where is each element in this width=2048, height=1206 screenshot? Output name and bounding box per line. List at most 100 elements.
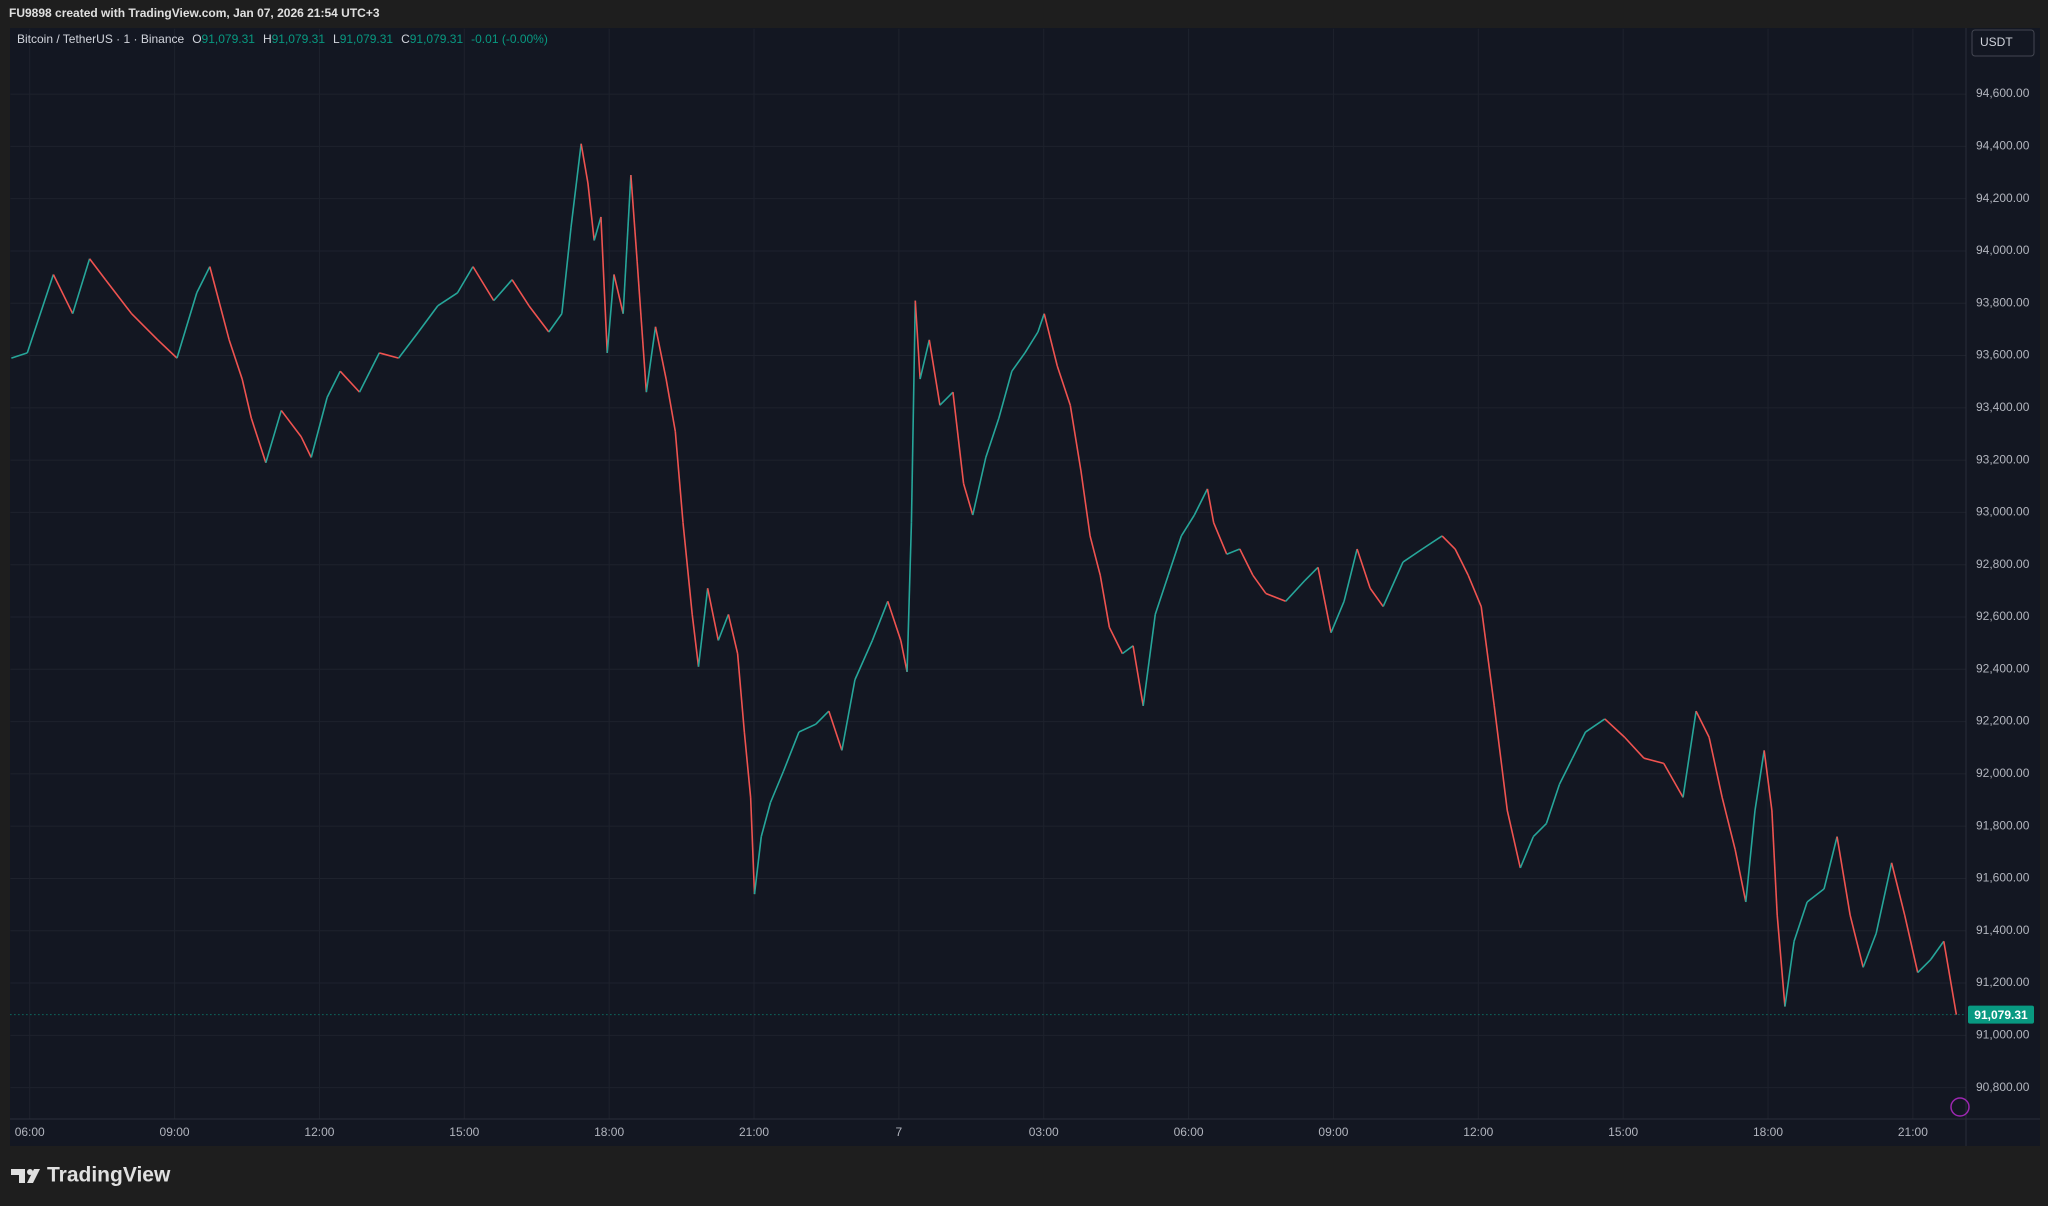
price-segment [228, 339, 243, 380]
x-tick-label: 09:00 [160, 1125, 190, 1139]
price-segment [587, 182, 595, 241]
price-segment [1080, 470, 1091, 537]
price-segment [1823, 836, 1838, 890]
price-segment [580, 143, 589, 184]
axes: 90,800.00 91,000.00 91,200.00 91,400.00 91,6… [15, 86, 2034, 1139]
price-segment [600, 216, 609, 353]
price-segment [1862, 933, 1877, 968]
x-tick-label: 18:00 [594, 1125, 624, 1139]
price-segment [417, 305, 439, 333]
price-segment [674, 431, 684, 523]
x-tick-label: 21:00 [739, 1125, 769, 1139]
price-segment [1069, 405, 1082, 471]
ohlc-value: 91,079.31 [410, 32, 464, 46]
price-segment [1903, 914, 1919, 973]
price-segment [71, 258, 91, 314]
last-price-badge [1968, 1005, 2034, 1024]
replay-icon[interactable] [1950, 1097, 1970, 1117]
price-segment [952, 392, 965, 484]
price-segment [782, 731, 800, 772]
price-segment [1454, 548, 1469, 576]
plot [10, 143, 1966, 1016]
y-tick-label: 92,200.00 [1976, 714, 2030, 728]
price-segment [1519, 836, 1535, 869]
logo-dot [27, 1169, 33, 1175]
x-tick-label: 15:00 [449, 1125, 479, 1139]
price-segment [998, 371, 1013, 419]
price-segment [1480, 606, 1496, 706]
price-segment [1154, 574, 1170, 615]
price-segment [157, 339, 178, 359]
price-segment [815, 710, 830, 725]
x-tick-label: 06:00 [1174, 1125, 1204, 1139]
price-segment [1545, 784, 1561, 824]
price-segment [1875, 862, 1893, 934]
header-text: FU9898 created with TradingView.com, Jan… [9, 6, 380, 20]
price-segment [1604, 718, 1626, 738]
price-segment [914, 300, 921, 380]
price-segment [511, 279, 530, 307]
currency-label[interactable]: USDT [1980, 35, 2013, 49]
price-segment [682, 522, 694, 615]
price-segment [1317, 567, 1332, 633]
price-segment [962, 483, 974, 516]
price-segment [1763, 750, 1773, 811]
price-segment [1206, 488, 1215, 524]
price-segment [1493, 705, 1509, 811]
price-segment [798, 723, 817, 733]
price-segment [176, 292, 198, 359]
price-segment [630, 175, 638, 262]
x-tick-label: 12:00 [304, 1125, 334, 1139]
price-segment [854, 640, 874, 681]
price-segment [280, 409, 302, 438]
x-tick-label: 21:00 [1898, 1125, 1928, 1139]
price-segment [265, 410, 283, 463]
price-segment [906, 522, 913, 672]
ohlc-key: H [263, 32, 272, 46]
price-segment [841, 679, 856, 751]
price-segment [636, 261, 648, 393]
ohlc-key: C [401, 32, 410, 46]
price-segment [493, 279, 513, 302]
price-segment [727, 614, 739, 654]
price-segment [250, 418, 267, 463]
x-tick-label: 09:00 [1318, 1125, 1348, 1139]
y-tick-label: 92,800.00 [1976, 557, 2030, 571]
price-segment [1252, 574, 1267, 594]
price-segment [1382, 561, 1404, 607]
price-segment [570, 143, 582, 228]
legend: Bitcoin / TetherUS · 1 · Binance O 91,079… [17, 32, 548, 46]
price-segment [1265, 592, 1286, 603]
price-segment [437, 292, 458, 307]
price-segment [1212, 522, 1228, 555]
price-segment [900, 640, 908, 673]
price-segment [548, 313, 563, 333]
y-tick-label: 91,600.00 [1976, 871, 2030, 885]
footer-logo: TradingView [11, 1164, 171, 1187]
price-segment [985, 418, 1000, 458]
y-tick-label: 91,400.00 [1976, 923, 2030, 937]
grid [10, 28, 1966, 1119]
currency-button[interactable] [1971, 29, 2035, 57]
price-segment [1776, 914, 1786, 1007]
price-segment [910, 300, 917, 523]
ohlc-key: O [192, 32, 201, 46]
ohlc-key: L [333, 32, 340, 46]
ohlc-value: 91,079.31 [272, 32, 326, 46]
price-segment [300, 436, 312, 458]
y-tick-label: 92,600.00 [1976, 609, 2030, 623]
y-tick-label: 92,400.00 [1976, 661, 2030, 675]
price-segment [1532, 822, 1547, 838]
brand: TradingView [47, 1164, 171, 1187]
price-segment [1806, 888, 1825, 903]
ohlc: O 91,079.31 H 91,079.31 L 91,079.31 C 91,079.31… [192, 32, 548, 46]
price-segment [1043, 313, 1059, 367]
price-segment [1056, 365, 1072, 406]
price-segment [1721, 797, 1736, 850]
price-segment [1330, 600, 1345, 633]
price-segment [1226, 548, 1241, 555]
price-segment [939, 391, 954, 406]
y-tick-label: 90,800.00 [1976, 1080, 2030, 1094]
x-tick-label: 12:00 [1463, 1125, 1493, 1139]
